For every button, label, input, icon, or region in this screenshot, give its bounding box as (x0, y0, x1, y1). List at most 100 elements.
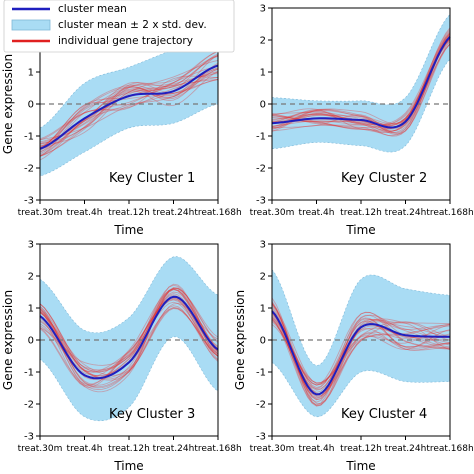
x-tick-label: treat.30m (250, 208, 295, 218)
panel-3-std-band (39, 256, 219, 422)
gene-trajectory (39, 306, 219, 388)
x-tick-label: treat.24h (385, 444, 427, 454)
legend-label-cluster-mean: cluster mean (58, 3, 127, 15)
legend-label-band: cluster mean ± 2 x std. dev. (58, 19, 207, 31)
gene-trajectory (271, 323, 451, 384)
gene-trajectory (39, 288, 219, 387)
gene-trajectory (271, 43, 451, 135)
gene-trajectory (39, 299, 219, 372)
legend: cluster mean cluster mean ± 2 x std. dev… (3, 0, 235, 53)
gene-trajectory (271, 303, 451, 401)
gene-trajectory (39, 308, 219, 376)
y-tick-label: -1 (256, 368, 266, 379)
x-tick-label: treat.12h (340, 208, 382, 218)
y-tick-label: -1 (24, 132, 34, 143)
panel-4-xlabel: Time (345, 459, 375, 473)
chart-panel-1: Gene expression Time -3-2-10123treat.30m… (1, 4, 242, 238)
y-tick-label: -3 (24, 196, 34, 207)
gene-trajectory (39, 78, 219, 153)
panel-1-xlabel: Time (113, 223, 143, 237)
panel-4-ylabel: Gene expression (233, 290, 247, 390)
gene-trajectory (271, 316, 451, 384)
gene-trajectory (271, 305, 451, 390)
gene-trajectory (271, 321, 451, 386)
gene-trajectory (39, 67, 219, 153)
gene-trajectory (271, 306, 451, 394)
y-tick-label: 3 (260, 4, 266, 15)
panel-1-cluster-mean-line (39, 64, 219, 150)
gene-trajectory (39, 68, 219, 141)
y-tick-label: -2 (24, 164, 34, 175)
gene-trajectory (39, 287, 219, 386)
x-tick-label: treat.12h (108, 208, 150, 218)
x-tick-label: treat.24h (153, 208, 195, 218)
x-tick-label: treat.4h (299, 444, 335, 454)
gene-trajectory (39, 62, 219, 143)
gene-trajectory (271, 311, 451, 386)
gene-trajectory (39, 301, 219, 373)
gene-trajectory (271, 311, 451, 388)
y-tick-label: 2 (260, 36, 266, 47)
panel-4-cluster-mean-line (271, 310, 450, 396)
panel-3-ylabel: Gene expression (1, 290, 15, 390)
x-tick-label: treat.30m (250, 444, 295, 454)
chart-panel-4: Gene expression Time -3 -2 -1 0 1 2 3 treat.30m… (233, 240, 474, 474)
panel-1-title: Key Cluster 1 (109, 171, 195, 186)
chart-panel-3: Gene expression Time -3 -2 -1 0 1 2 3 treat.30m… (1, 240, 242, 474)
x-tick-label: treat.12h (108, 444, 150, 454)
panel-1-ylabel: Gene expression (1, 54, 15, 154)
gene-trajectory (39, 75, 219, 148)
gene-trajectory (39, 50, 219, 155)
x-tick-label: treat.168h (194, 444, 241, 454)
y-tick-label: -3 (256, 196, 266, 207)
x-tick-label: treat.30m (18, 208, 63, 218)
y-tick-label: 2 (260, 272, 266, 283)
y-tick-label: 1 (28, 304, 34, 315)
y-tick-label: 1 (260, 304, 266, 315)
gene-trajectory (39, 54, 219, 150)
gene-trajectory (271, 297, 451, 406)
gene-trajectory (39, 71, 219, 161)
gene-trajectory (39, 65, 219, 156)
x-tick-label: treat.24h (385, 208, 427, 218)
gene-trajectory (271, 311, 451, 406)
x-tick-label: treat.168h (426, 208, 473, 218)
gene-trajectory (271, 43, 451, 132)
panel-4-title: Key Cluster 4 (341, 407, 427, 422)
gene-trajectory (271, 317, 451, 397)
x-tick-label: treat.168h (426, 444, 473, 454)
gene-trajectory (271, 302, 451, 404)
x-tick-label: treat.4h (299, 208, 335, 218)
chart-panel-2: Time -3 -2 -1 0 1 2 3 treat.30m treat.4h treat.12… (250, 4, 474, 238)
gene-trajectory (271, 312, 451, 386)
x-tick-label: treat.24h (153, 444, 195, 454)
panel-4-std-band (271, 268, 451, 418)
x-tick-label: treat.4h (67, 444, 103, 454)
panel-2-std-band (271, 13, 451, 153)
gene-trajectory (271, 316, 451, 399)
y-tick-label: -3 (256, 432, 266, 443)
y-tick-label: -2 (256, 400, 266, 411)
gene-trajectory (39, 288, 219, 381)
gene-trajectory (271, 41, 451, 137)
gene-trajectory (39, 79, 219, 157)
y-tick-label: 3 (28, 240, 34, 251)
y-tick-label: 3 (260, 240, 266, 251)
gene-trajectory (39, 283, 219, 390)
x-tick-label: treat.168h (194, 208, 241, 218)
gene-trajectory (39, 287, 219, 373)
gene-trajectory (39, 50, 219, 141)
y-tick-label: -2 (256, 164, 266, 175)
gene-trajectory (271, 32, 451, 130)
y-tick-label: -1 (256, 132, 266, 143)
y-tick-label: 0 (28, 336, 34, 347)
gene-trajectory (39, 64, 219, 151)
y-tick-label: 2 (28, 272, 34, 283)
y-tick-label: -2 (24, 400, 34, 411)
legend-frame (3, 0, 235, 53)
gene-trajectory (39, 288, 219, 366)
gene-trajectory (39, 68, 219, 147)
panel-2-title: Key Cluster 2 (341, 171, 427, 186)
gene-trajectory (39, 53, 219, 150)
